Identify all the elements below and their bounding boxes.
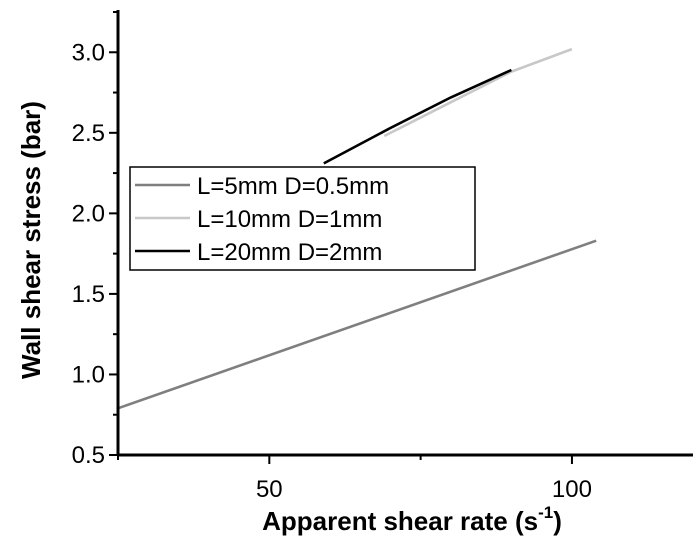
y-tick-label: 1.0: [72, 361, 105, 388]
y-tick-label: 3.0: [72, 39, 105, 66]
y-tick-label: 2.5: [72, 120, 105, 147]
legend-label-3: L=20mm D=2mm: [197, 239, 382, 266]
legend-label-2: L=10mm D=1mm: [197, 206, 382, 233]
y-tick-label: 2.0: [72, 200, 105, 227]
legend-label-1: L=5mm D=0.5mm: [197, 173, 389, 200]
x-axis-title-sup: -1: [538, 503, 553, 522]
series-line-2: [383, 47, 573, 138]
x-tick-label: 50: [256, 476, 283, 503]
series-line-3: [323, 68, 512, 165]
x-axis-title-suffix: ): [553, 506, 562, 536]
x-axis-title-main: Apparent shear rate (s: [262, 506, 538, 536]
x-axis-title: Apparent shear rate (s-1): [262, 503, 562, 536]
series-line-1: [117, 239, 597, 410]
legend: L=5mm D=0.5mm L=10mm D=1mm L=20mm D=2mm: [129, 166, 476, 271]
axes-layer: 0.5 1.0 1.5 2.0 2.5 3.0 50 100: [72, 10, 693, 503]
series-layer: [117, 47, 597, 410]
y-tick-label: 0.5: [72, 442, 105, 469]
y-axis-title: Wall shear stress (bar): [16, 101, 46, 379]
y-tick-label: 1.5: [72, 281, 105, 308]
x-tick-label: 100: [552, 476, 592, 503]
